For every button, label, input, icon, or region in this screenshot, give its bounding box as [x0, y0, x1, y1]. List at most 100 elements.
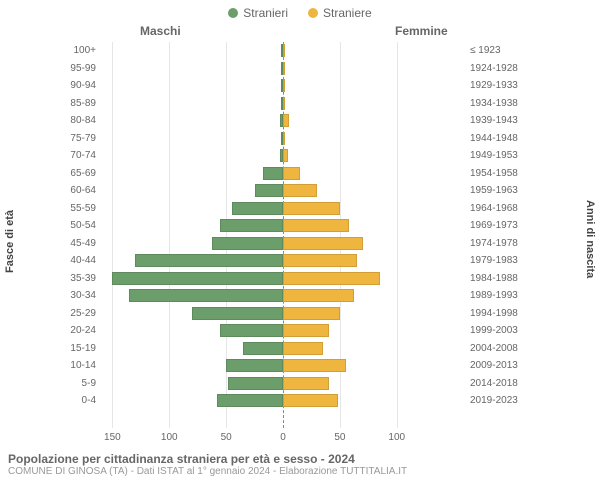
bar-female [283, 167, 300, 180]
pyramid-row: 35-39 1984-1988 [56, 270, 528, 288]
bar-male [228, 377, 283, 390]
birth-year-label: 1974-1978 [465, 238, 528, 249]
bar-area [101, 357, 465, 375]
pyramid-row: 0-42019-2023 [56, 392, 528, 410]
bar-female [283, 132, 285, 145]
column-header-female: Femmine [395, 24, 448, 38]
legend-item-female: Straniere [308, 6, 372, 20]
bar-female [283, 237, 363, 250]
age-label: 55-59 [56, 203, 101, 214]
bar-female [283, 307, 340, 320]
age-label: 75-79 [56, 133, 101, 144]
pyramid-row: 5-9 2014-2018 [56, 375, 528, 393]
bar-area [101, 77, 465, 95]
pyramid-row: 65-691954-1958 [56, 165, 528, 183]
column-header-male: Maschi [140, 24, 181, 38]
birth-year-label: 1984-1988 [465, 273, 528, 284]
bar-area [101, 392, 465, 410]
bar-area [101, 42, 465, 60]
bar-male [243, 342, 283, 355]
x-axis-ticks: 15010050050100 [101, 432, 465, 446]
bar-area [101, 130, 465, 148]
age-label: 80-84 [56, 115, 101, 126]
rows-container: 100+≤ 192395-991924-192890-941929-193385… [56, 42, 528, 410]
pyramid-row: 85-891934-1938 [56, 95, 528, 113]
bar-female [283, 114, 289, 127]
bar-male [212, 237, 283, 250]
bar-female [283, 342, 323, 355]
legend: Stranieri Straniere [0, 0, 600, 20]
bar-area [101, 305, 465, 323]
birth-year-label: 2004-2008 [465, 343, 528, 354]
birth-year-label: 1994-1998 [465, 308, 528, 319]
age-label: 20-24 [56, 325, 101, 336]
bar-male [220, 324, 283, 337]
bar-area [101, 252, 465, 270]
birth-year-label: 1989-1993 [465, 290, 528, 301]
bar-area [101, 270, 465, 288]
bar-male [135, 254, 283, 267]
birth-year-label: 2009-2013 [465, 360, 528, 371]
birth-year-label: 1979-1983 [465, 255, 528, 266]
age-label: 35-39 [56, 273, 101, 284]
footer: Popolazione per cittadinanza straniera p… [0, 450, 600, 479]
bar-area [101, 375, 465, 393]
birth-year-label: 1969-1973 [465, 220, 528, 231]
age-label: 65-69 [56, 168, 101, 179]
age-label: 45-49 [56, 238, 101, 249]
age-label: 100+ [56, 45, 101, 56]
bar-area [101, 200, 465, 218]
x-tick-label: 50 [221, 432, 232, 443]
bar-male [112, 272, 283, 285]
pyramid-row: 75-791944-1948 [56, 130, 528, 148]
footer-title: Popolazione per cittadinanza straniera p… [8, 452, 592, 466]
age-label: 70-74 [56, 150, 101, 161]
pyramid-row: 25-291994-1998 [56, 305, 528, 323]
age-label: 60-64 [56, 185, 101, 196]
age-label: 50-54 [56, 220, 101, 231]
bar-area [101, 235, 465, 253]
bar-male [220, 219, 283, 232]
bar-male [255, 184, 283, 197]
age-label: 30-34 [56, 290, 101, 301]
birth-year-label: 2014-2018 [465, 378, 528, 389]
bar-female [283, 359, 346, 372]
bar-area [101, 322, 465, 340]
legend-swatch-female [308, 8, 318, 18]
bar-male [129, 289, 283, 302]
bar-female [283, 202, 340, 215]
legend-item-male: Stranieri [228, 6, 288, 20]
bar-female [283, 62, 285, 75]
birth-year-label: ≤ 1923 [465, 45, 528, 56]
pyramid-row: 45-49 1974-1978 [56, 235, 528, 253]
bar-male [263, 167, 283, 180]
pyramid-row: 50-54 1969-1973 [56, 217, 528, 235]
y-axis-left-title: Fasce di età [4, 210, 16, 273]
pyramid-row: 15-192004-2008 [56, 340, 528, 358]
pyramid-row: 30-34 1989-1993 [56, 287, 528, 305]
pyramid-row: 40-441979-1983 [56, 252, 528, 270]
bar-area [101, 217, 465, 235]
birth-year-label: 2019-2023 [465, 395, 528, 406]
legend-label-female: Straniere [323, 6, 372, 20]
age-label: 10-14 [56, 360, 101, 371]
bar-female [283, 149, 288, 162]
bar-area [101, 165, 465, 183]
pyramid-row: 20-241999-2003 [56, 322, 528, 340]
birth-year-label: 1959-1963 [465, 185, 528, 196]
bar-area [101, 340, 465, 358]
birth-year-label: 1949-1953 [465, 150, 528, 161]
pyramid-row: 10-14 2009-2013 [56, 357, 528, 375]
age-label: 5-9 [56, 378, 101, 389]
x-tick-label: 0 [280, 432, 286, 443]
bar-female [283, 219, 349, 232]
age-label: 85-89 [56, 98, 101, 109]
age-label: 90-94 [56, 80, 101, 91]
x-tick-label: 100 [388, 432, 405, 443]
pyramid-row: 70-74 1949-1953 [56, 147, 528, 165]
bar-female [283, 394, 338, 407]
birth-year-label: 1939-1943 [465, 115, 528, 126]
age-label: 95-99 [56, 63, 101, 74]
bar-male [232, 202, 283, 215]
footer-subtitle: COMUNE DI GINOSA (TA) - Dati ISTAT al 1°… [8, 466, 592, 477]
